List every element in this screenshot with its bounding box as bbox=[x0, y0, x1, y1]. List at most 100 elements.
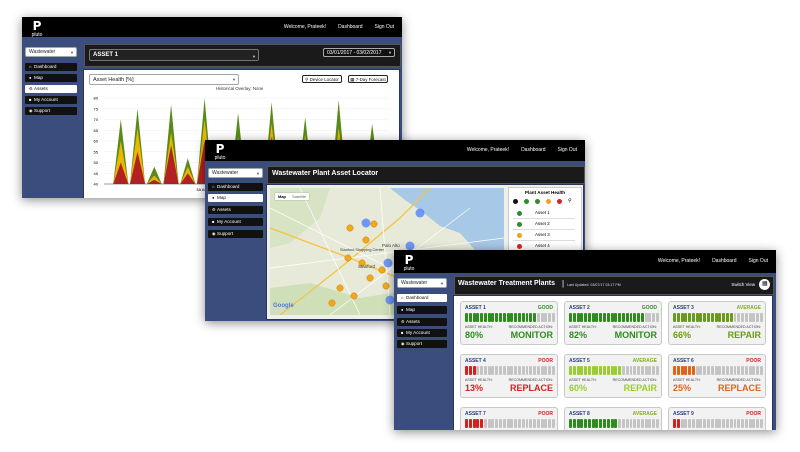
pluto-p-logo-icon: P bbox=[215, 142, 225, 156]
asset-marker-icon[interactable] bbox=[370, 220, 378, 228]
health-bar-segment bbox=[483, 366, 487, 375]
location-cluster-icon[interactable] bbox=[405, 241, 415, 251]
filter-warn-icon[interactable] bbox=[546, 199, 551, 204]
asset-marker-icon[interactable] bbox=[358, 259, 366, 267]
health-bar-segment bbox=[510, 419, 514, 428]
sidebar-item-support[interactable]: ◉ Support bbox=[25, 107, 77, 115]
asset-card[interactable]: ASSET 5 AVERAGE ASSET HEALTH: RECOMMENDED A… bbox=[564, 354, 662, 398]
satellite-tab[interactable]: Satellite bbox=[292, 194, 307, 199]
asset-marker-icon[interactable] bbox=[366, 274, 374, 282]
asset-marker-icon[interactable] bbox=[328, 299, 336, 307]
health-bar-segment bbox=[614, 313, 618, 322]
nav-signout-link[interactable]: Sign Out bbox=[748, 258, 768, 264]
facility-dropdown[interactable]: Wastewater ▼ bbox=[397, 278, 447, 288]
facility-dropdown[interactable]: Wastewater ▼ bbox=[25, 47, 77, 57]
asset-marker-icon[interactable] bbox=[350, 292, 358, 300]
sidebar-item-map[interactable]: ● Map bbox=[208, 194, 263, 202]
pluto-logo[interactable]: P pluto bbox=[400, 254, 418, 272]
nav-dashboard-link[interactable]: Dashboard bbox=[521, 147, 546, 153]
location-cluster-icon[interactable] bbox=[383, 258, 393, 268]
sidebar-item-assets[interactable]: ⚙Assets bbox=[25, 85, 77, 93]
sidebar-item-support[interactable]: ◉ Support bbox=[208, 230, 263, 238]
legend-row-asset-3[interactable]: Asset 3 bbox=[513, 230, 575, 241]
nav-signout-link[interactable]: Sign Out bbox=[557, 147, 577, 153]
filter-poor-icon[interactable] bbox=[557, 199, 562, 204]
sidebar-item-my-account[interactable]: ■ My Account bbox=[25, 96, 77, 104]
status-badge: POOR bbox=[746, 358, 761, 364]
forecast-button[interactable]: ▦ 7-Day Forecast bbox=[348, 75, 388, 83]
legend-row-asset-1[interactable]: Asset 1 bbox=[513, 208, 575, 219]
health-bar-segment bbox=[599, 419, 603, 428]
asset-name: ASSET 2 bbox=[569, 305, 590, 311]
nav-dashboard-link[interactable]: Dashboard bbox=[338, 24, 363, 30]
y-tick-label: 70 bbox=[94, 117, 99, 122]
location-cluster-icon[interactable] bbox=[361, 218, 371, 228]
home-icon: ⌂ bbox=[401, 295, 404, 300]
asset-card[interactable]: ASSET 9 POOR bbox=[668, 407, 766, 430]
asset-card[interactable]: ASSET 7 POOR bbox=[460, 407, 558, 430]
health-bar-segment bbox=[699, 419, 703, 428]
health-bar-segment bbox=[680, 313, 684, 322]
pluto-logo[interactable]: P pluto bbox=[211, 143, 229, 161]
health-bar-segment bbox=[714, 419, 718, 428]
asset-card[interactable]: ASSET 2 GOOD ASSET HEALTH: RECOMMENDED ACTI… bbox=[564, 301, 662, 345]
asset-select[interactable]: ASSET 1 ▼ bbox=[89, 49, 259, 61]
location-cluster-icon[interactable] bbox=[385, 295, 395, 305]
sidebar-item-dashboard[interactable]: ⌂ Dashboard bbox=[25, 63, 77, 71]
health-bar-segment bbox=[465, 313, 468, 322]
sidebar-item-my-account[interactable]: ■ My Account bbox=[208, 218, 263, 226]
asset-header-panel: ASSET 1 ▼ 03/01/2017 - 03/02/2017 ▼ bbox=[84, 44, 401, 67]
filter-avg-icon[interactable] bbox=[535, 199, 540, 204]
asset-marker-icon[interactable] bbox=[382, 282, 390, 290]
health-bar-segment bbox=[707, 419, 711, 428]
date-range-select[interactable]: 03/01/2017 - 03/02/2017 ▼ bbox=[323, 48, 395, 57]
help-icon: ◉ bbox=[212, 231, 216, 236]
asset-card[interactable]: ASSET 8 AVERAGE bbox=[564, 407, 662, 430]
nav-dashboard-link[interactable]: Dashboard bbox=[712, 258, 737, 264]
health-value: 82% bbox=[569, 330, 588, 340]
health-bar-segment bbox=[710, 313, 714, 322]
health-bar-segment bbox=[684, 313, 688, 322]
asset-marker-icon[interactable] bbox=[344, 254, 352, 262]
health-bar-segment bbox=[603, 419, 607, 428]
asset-card[interactable]: ASSET 3 AVERAGE ASSET HEALTH: RECOMMENDED A… bbox=[668, 301, 766, 345]
facility-dropdown[interactable]: Wastewater ▼ bbox=[208, 168, 263, 178]
status-dot-icon bbox=[517, 210, 522, 216]
search-icon[interactable]: ⚲ bbox=[568, 198, 572, 204]
health-bar-segment bbox=[476, 419, 480, 428]
health-bar-segment bbox=[676, 313, 680, 322]
health-bar-segment bbox=[741, 366, 745, 375]
health-bar-segment bbox=[517, 366, 521, 375]
sidebar-item-assets[interactable]: ⚙Assets bbox=[208, 206, 263, 214]
health-bar-segment bbox=[529, 419, 533, 428]
asset-marker-icon[interactable] bbox=[346, 224, 354, 232]
nav-signout-link[interactable]: Sign Out bbox=[374, 24, 394, 30]
pluto-logo[interactable]: P pluto bbox=[28, 20, 46, 38]
health-bar-segment bbox=[499, 419, 503, 428]
device-locator-button[interactable]: ⚲ Device Locator bbox=[302, 75, 342, 83]
legend-row-asset-2[interactable]: Asset 2 bbox=[513, 219, 575, 230]
location-cluster-icon[interactable] bbox=[415, 208, 425, 218]
sidebar-item-map[interactable]: ● Map bbox=[397, 306, 447, 314]
asset-card[interactable]: ASSET 6 POOR ASSET HEALTH: RECOMMENDED ACTI… bbox=[668, 354, 766, 398]
switch-view-button[interactable]: ▦ bbox=[759, 279, 770, 290]
sidebar-item-assets[interactable]: ⚙Assets bbox=[397, 318, 447, 326]
health-bar bbox=[465, 419, 555, 428]
asset-card[interactable]: ASSET 1 GOOD ASSET HEALTH: RECOMMENDED ACTI… bbox=[460, 301, 558, 345]
metric-select[interactable]: Asset Health [%] ▼ bbox=[89, 74, 239, 85]
asset-marker-icon[interactable] bbox=[362, 236, 370, 244]
health-bar-segment bbox=[476, 366, 480, 375]
health-bar-segment bbox=[759, 419, 763, 428]
asset-marker-icon[interactable] bbox=[378, 266, 386, 274]
sidebar-item-my-account[interactable]: ■ My Account bbox=[397, 329, 447, 337]
asset-card[interactable]: ASSET 4 POOR ASSET HEALTH: RECOMMENDED ACTI… bbox=[460, 354, 558, 398]
filter-all-icon[interactable] bbox=[513, 199, 518, 204]
sidebar-item-dashboard[interactable]: ⌂ Dashboard bbox=[208, 183, 263, 191]
sidebar-item-dashboard[interactable]: ⌂ Dashboard bbox=[397, 294, 447, 302]
asset-marker-icon[interactable] bbox=[336, 284, 344, 292]
filter-good-icon[interactable] bbox=[524, 199, 529, 204]
sidebar-item-support[interactable]: ◉ Support bbox=[397, 340, 447, 348]
map-tab[interactable]: Map bbox=[278, 194, 286, 199]
sidebar-item-map[interactable]: ● Map bbox=[25, 74, 77, 82]
recommended-action: MONITOR bbox=[614, 330, 657, 340]
